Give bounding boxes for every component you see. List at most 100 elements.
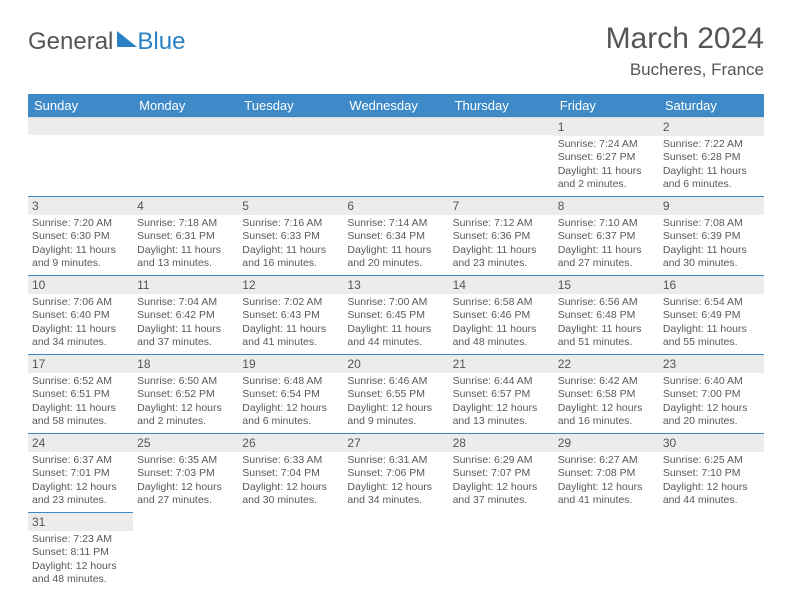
sunrise: Sunrise: 6:42 AM [558, 375, 655, 388]
daylight: Daylight: 11 hours and 58 minutes. [32, 402, 129, 429]
day-details: Sunrise: 6:33 AMSunset: 7:04 PMDaylight:… [238, 452, 343, 510]
calendar-day-cell: 7Sunrise: 7:12 AMSunset: 6:36 PMDaylight… [449, 196, 554, 275]
daylight: Daylight: 12 hours and 41 minutes. [558, 481, 655, 508]
empty-day [343, 117, 448, 135]
sunset: Sunset: 6:42 PM [137, 309, 234, 322]
day-details: Sunrise: 7:08 AMSunset: 6:39 PMDaylight:… [659, 215, 764, 273]
sunset: Sunset: 7:00 PM [663, 388, 760, 401]
sunrise: Sunrise: 7:22 AM [663, 138, 760, 151]
location: Bucheres, France [606, 60, 764, 80]
sunset: Sunset: 6:27 PM [558, 151, 655, 164]
daylight: Daylight: 11 hours and 48 minutes. [453, 323, 550, 350]
calendar-day-cell [449, 117, 554, 196]
day-details: Sunrise: 6:48 AMSunset: 6:54 PMDaylight:… [238, 373, 343, 431]
day-details: Sunrise: 6:44 AMSunset: 6:57 PMDaylight:… [449, 373, 554, 431]
calendar-day-cell: 23Sunrise: 6:40 AMSunset: 7:00 PMDayligh… [659, 354, 764, 433]
sunset: Sunset: 6:48 PM [558, 309, 655, 322]
calendar-day-cell: 11 Sunrise: 7:04 AMSunset: 6:42 PMDayligh… [133, 275, 238, 354]
daylight: Daylight: 11 hours and 55 minutes. [663, 323, 760, 350]
day-details: Sunrise: 6:46 AMSunset: 6:55 PMDaylight:… [343, 373, 448, 431]
sunset: Sunset: 6:34 PM [347, 230, 444, 243]
sunrise: Sunrise: 6:50 AM [137, 375, 234, 388]
day-details: Sunrise: 7:10 AMSunset: 6:37 PMDaylight:… [554, 215, 659, 273]
daylight: Daylight: 11 hours and 23 minutes. [453, 244, 550, 271]
calendar-day-cell [238, 512, 343, 591]
daylight: Daylight: 11 hours and 44 minutes. [347, 323, 444, 350]
daylight: Daylight: 11 hours and 41 minutes. [242, 323, 339, 350]
weekday-header: Thursday [449, 94, 554, 117]
day-number: 22 [554, 354, 659, 373]
calendar-day-cell [238, 117, 343, 196]
calendar-day-cell [343, 512, 448, 591]
day-number: 16 [659, 275, 764, 294]
calendar-day-cell: 8Sunrise: 7:10 AMSunset: 6:37 PMDaylight… [554, 196, 659, 275]
page-title: March 2024 [606, 22, 764, 56]
sunset: Sunset: 6:45 PM [347, 309, 444, 322]
calendar-day-cell [28, 117, 133, 196]
sunset: Sunset: 8:11 PM [32, 546, 129, 559]
empty-day [133, 117, 238, 135]
daylight: Daylight: 12 hours and 2 minutes. [137, 402, 234, 429]
day-number: 1 [554, 117, 659, 136]
calendar-day-cell: 18 Sunrise: 6:50 AMSunset: 6:52 PMDayligh… [133, 354, 238, 433]
day-number: 15 [554, 275, 659, 294]
sunset: Sunset: 6:37 PM [558, 230, 655, 243]
sunset: Sunset: 7:03 PM [137, 467, 234, 480]
sunset: Sunset: 6:39 PM [663, 230, 760, 243]
day-details: Sunrise: 6:29 AMSunset: 7:07 PMDaylight:… [449, 452, 554, 510]
sunrise: Sunrise: 6:46 AM [347, 375, 444, 388]
sunset: Sunset: 6:30 PM [32, 230, 129, 243]
day-number: 4 [133, 196, 238, 215]
day-number: 11 [133, 275, 238, 294]
calendar-week-row: 24Sunrise: 6:37 AMSunset: 7:01 PMDayligh… [28, 433, 764, 512]
sunset: Sunset: 7:01 PM [32, 467, 129, 480]
calendar-day-cell [554, 512, 659, 591]
sunset: Sunset: 6:36 PM [453, 230, 550, 243]
weekday-header: Saturday [659, 94, 764, 117]
daylight: Daylight: 12 hours and 13 minutes. [453, 402, 550, 429]
daylight: Daylight: 11 hours and 2 minutes. [558, 165, 655, 192]
daylight: Daylight: 12 hours and 27 minutes. [137, 481, 234, 508]
calendar-day-cell: 12Sunrise: 7:02 AMSunset: 6:43 PMDayligh… [238, 275, 343, 354]
sunrise: Sunrise: 6:31 AM [347, 454, 444, 467]
calendar-day-cell: 31Sunrise: 7:23 AMSunset: 8:11 PMDayligh… [28, 512, 133, 591]
daylight: Daylight: 11 hours and 37 minutes. [137, 323, 234, 350]
day-number: 21 [449, 354, 554, 373]
sunset: Sunset: 6:28 PM [663, 151, 760, 164]
day-number: 9 [659, 196, 764, 215]
sunset: Sunset: 6:52 PM [137, 388, 234, 401]
daylight: Daylight: 12 hours and 20 minutes. [663, 402, 760, 429]
calendar-day-cell: 24Sunrise: 6:37 AMSunset: 7:01 PMDayligh… [28, 433, 133, 512]
brand-logo: General Blue [28, 28, 185, 56]
sunset: Sunset: 6:31 PM [137, 230, 234, 243]
sunrise: Sunrise: 7:08 AM [663, 217, 760, 230]
calendar-table: Sunday Monday Tuesday Wednesday Thursday… [28, 94, 764, 591]
day-details: Sunrise: 7:00 AMSunset: 6:45 PMDaylight:… [343, 294, 448, 352]
calendar-day-cell [659, 512, 764, 591]
sunrise: Sunrise: 6:58 AM [453, 296, 550, 309]
calendar-day-cell: 16Sunrise: 6:54 AMSunset: 6:49 PMDayligh… [659, 275, 764, 354]
day-details: Sunrise: 7:16 AMSunset: 6:33 PMDaylight:… [238, 215, 343, 273]
sunrise: Sunrise: 7:24 AM [558, 138, 655, 151]
calendar-day-cell: 27Sunrise: 6:31 AMSunset: 7:06 PMDayligh… [343, 433, 448, 512]
sunset: Sunset: 6:33 PM [242, 230, 339, 243]
sunrise: Sunrise: 7:23 AM [32, 533, 129, 546]
day-number: 25 [133, 433, 238, 452]
sunrise: Sunrise: 7:04 AM [137, 296, 234, 309]
day-number: 20 [343, 354, 448, 373]
day-number: 18 [133, 354, 238, 373]
day-number: 3 [28, 196, 133, 215]
calendar-day-cell: 26Sunrise: 6:33 AMSunset: 7:04 PMDayligh… [238, 433, 343, 512]
day-number: 13 [343, 275, 448, 294]
sunset: Sunset: 7:07 PM [453, 467, 550, 480]
calendar-day-cell: 4Sunrise: 7:18 AMSunset: 6:31 PMDaylight… [133, 196, 238, 275]
calendar-day-cell: 30Sunrise: 6:25 AMSunset: 7:10 PMDayligh… [659, 433, 764, 512]
day-number: 31 [28, 512, 133, 531]
daylight: Daylight: 12 hours and 23 minutes. [32, 481, 129, 508]
calendar-week-row: 10Sunrise: 7:06 AMSunset: 6:40 PMDayligh… [28, 275, 764, 354]
day-details: Sunrise: 6:37 AMSunset: 7:01 PMDaylight:… [28, 452, 133, 510]
daylight: Daylight: 12 hours and 37 minutes. [453, 481, 550, 508]
daylight: Daylight: 11 hours and 51 minutes. [558, 323, 655, 350]
day-number: 14 [449, 275, 554, 294]
day-number: 8 [554, 196, 659, 215]
